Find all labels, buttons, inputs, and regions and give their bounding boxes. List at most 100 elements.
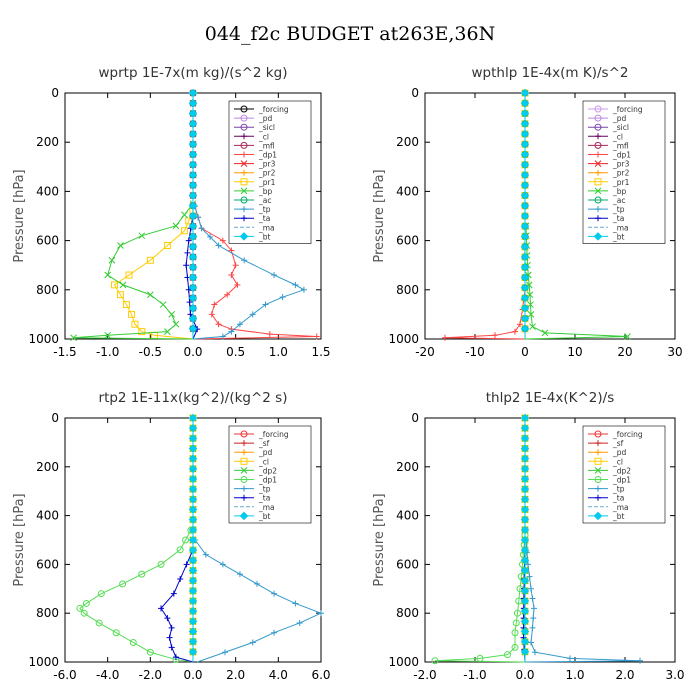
legend-entry: _dp2 xyxy=(612,466,631,475)
data-point xyxy=(208,311,215,318)
data-point xyxy=(172,222,180,230)
x-tick-label: 0.0 xyxy=(515,668,534,682)
y-tick-label: 0 xyxy=(51,411,59,425)
data-point xyxy=(159,301,167,308)
legend-entry: _tp xyxy=(612,205,625,214)
x-tick-label: -4.0 xyxy=(96,668,119,682)
data-point xyxy=(637,657,643,664)
x-tick-label: 0.0 xyxy=(183,345,202,359)
legend-entry: _pr3 xyxy=(612,160,630,169)
legend-entry: _mfl xyxy=(612,141,629,150)
legend-entry: _ac xyxy=(258,196,271,205)
data-point xyxy=(82,599,90,607)
data-point xyxy=(188,494,198,504)
legend-entry: _ma xyxy=(612,503,629,512)
data-point xyxy=(520,170,530,180)
x-tick-label: -2.0 xyxy=(139,668,162,682)
data-point xyxy=(492,332,498,339)
data-point xyxy=(271,629,278,636)
data-point xyxy=(219,561,226,568)
y-axis-label: Pressure [hPa] xyxy=(12,493,27,586)
x-tick-label: 10 xyxy=(567,345,582,359)
series-bt xyxy=(188,88,198,339)
legend-entry: _mfl xyxy=(258,141,275,150)
legend-entry: _bt xyxy=(258,512,271,521)
data-point xyxy=(262,301,269,308)
data-point xyxy=(520,273,530,282)
legend-marker xyxy=(240,430,248,438)
data-point xyxy=(520,535,530,545)
data-point xyxy=(168,644,175,651)
data-point xyxy=(186,299,193,306)
legend-entry: _dp2 xyxy=(258,466,277,475)
legend-entry: _pr3 xyxy=(258,160,276,169)
data-point xyxy=(527,301,534,308)
legend-entry: _pr2 xyxy=(612,169,630,178)
data-point xyxy=(188,262,198,272)
data-point xyxy=(520,262,530,272)
panel-title: thlp2 1E-4x(K^2)/s xyxy=(486,390,615,406)
y-tick-label: 200 xyxy=(396,135,419,149)
data-point xyxy=(520,515,530,525)
data-point xyxy=(228,328,235,335)
data-point xyxy=(224,291,231,298)
data-point xyxy=(520,180,530,190)
data-point xyxy=(520,576,530,586)
data-point xyxy=(520,505,530,514)
y-axis-label: Pressure [hPa] xyxy=(372,493,387,586)
x-tick-label: 1.0 xyxy=(269,345,288,359)
data-point xyxy=(279,294,286,301)
data-point xyxy=(188,242,198,252)
data-point xyxy=(116,291,124,299)
data-point xyxy=(188,221,198,231)
data-point xyxy=(511,643,519,651)
data-point xyxy=(271,590,278,597)
legend-marker xyxy=(241,133,247,140)
legend-entry: _cl xyxy=(258,457,269,466)
legend-entry: _forcing xyxy=(612,105,643,114)
legend-entry: _ma xyxy=(258,503,275,512)
panel-title: rtp2 1E-11x(kg^2)/(kg^2 s) xyxy=(99,390,288,406)
legend-marker xyxy=(595,485,601,492)
data-point xyxy=(520,494,530,504)
data-point xyxy=(520,444,530,453)
legend-marker xyxy=(240,114,248,122)
legend-marker xyxy=(593,232,603,241)
data-point xyxy=(188,98,198,108)
data-point xyxy=(188,139,198,149)
series-dp1 xyxy=(442,286,528,341)
data-point xyxy=(517,321,523,328)
x-tick-label: 2.0 xyxy=(226,668,245,682)
y-tick-label: 600 xyxy=(36,234,59,248)
legend-marker xyxy=(239,232,249,241)
data-point xyxy=(188,303,198,313)
data-point xyxy=(525,561,531,568)
y-tick-label: 600 xyxy=(36,557,59,571)
data-point xyxy=(520,484,530,494)
x-tick-label: -0.5 xyxy=(139,345,162,359)
data-point xyxy=(188,119,198,129)
data-point xyxy=(188,484,198,494)
legend-entry: _tp xyxy=(258,485,271,494)
legend-marker xyxy=(594,178,602,186)
data-point xyxy=(234,281,241,288)
data-point xyxy=(249,639,256,646)
data-point xyxy=(529,595,536,602)
legend-entry: _bp xyxy=(612,187,627,196)
data-point xyxy=(520,525,530,535)
data-point xyxy=(128,310,136,318)
legend-entry: _sf xyxy=(612,439,624,448)
data-point xyxy=(520,191,530,200)
legend-entry: _ta xyxy=(258,214,270,223)
data-point xyxy=(520,606,530,616)
x-tick-label: 4.0 xyxy=(269,668,288,682)
legend-marker xyxy=(594,430,602,438)
series-line xyxy=(192,206,306,340)
data-point xyxy=(188,88,198,98)
x-tick-label: -6.0 xyxy=(53,668,76,682)
data-point xyxy=(146,648,154,656)
data-point xyxy=(183,262,190,269)
data-point xyxy=(520,433,530,443)
data-point xyxy=(187,311,194,318)
data-point xyxy=(520,637,530,647)
